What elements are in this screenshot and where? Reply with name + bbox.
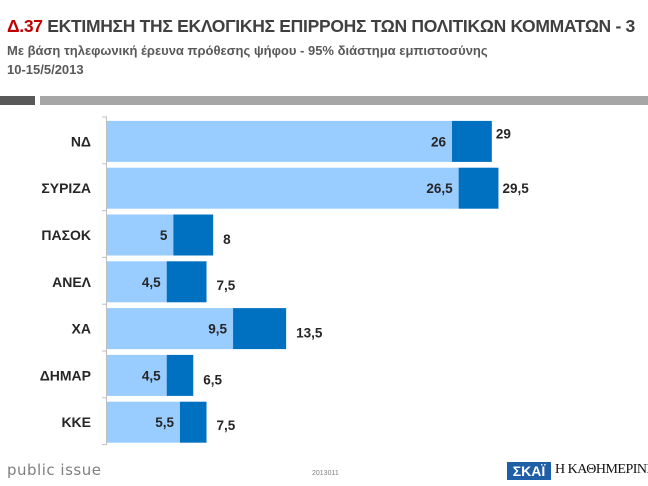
bar-range	[179, 401, 207, 443]
bar-range	[166, 354, 194, 396]
skai-logo: ΣΚΑΪ	[507, 462, 551, 480]
bar-low	[107, 354, 167, 396]
bar-range	[166, 261, 207, 303]
data-label-low: 9,5	[208, 322, 227, 337]
data-label-low: 5,5	[155, 415, 174, 430]
category-label: ΝΔ	[71, 133, 91, 149]
bar-low	[107, 214, 174, 256]
bar-range	[173, 214, 214, 256]
bar-low	[107, 167, 459, 209]
subtitle: Με βάση τηλεφωνική έρευνα πρόθεσης ψήφου…	[7, 43, 488, 58]
data-label-high: 7,5	[217, 278, 236, 293]
bar-range	[452, 120, 492, 162]
report-code: 2013011	[312, 470, 339, 477]
category-label: ΑΝΕΛ	[52, 274, 92, 290]
data-label-high: 7,5	[217, 418, 236, 433]
bar-low	[107, 308, 234, 350]
data-label-high: 13,5	[296, 326, 323, 341]
data-label-high: 6,5	[203, 372, 222, 387]
page-title: Δ.37 ΕΚΤΙΜΗΣΗ ΤΗΣ ΕΚΛΟΓΙΚΗΣ ΕΠΙΡΡΟΗΣ ΤΩΝ…	[7, 16, 635, 37]
title-text: ΕΚΤΙΜΗΣΗ ΤΗΣ ΕΚΛΟΓΙΚΗΣ ΕΠΙΡΡΟΗΣ ΤΩΝ ΠΟΛΙ…	[47, 16, 635, 36]
bar-low	[107, 261, 167, 303]
category-label: ΧΑ	[72, 321, 91, 337]
category-label: ΚΚΕ	[61, 414, 91, 430]
data-label-low: 26,5	[426, 181, 453, 196]
data-label-high: 29	[496, 126, 511, 141]
public-issue-logo: public issue	[7, 461, 102, 479]
data-label-low: 5	[160, 228, 168, 243]
slide-code: Δ.37	[7, 16, 43, 36]
category-label: ΣΥΡΙΖΑ	[41, 180, 91, 196]
data-label-high: 29,5	[502, 181, 529, 196]
kathimerini-logo: Η ΚΑΘΗΜΕΡΙΝΗ	[555, 462, 648, 477]
divider-light	[40, 96, 648, 105]
bar-low	[107, 120, 453, 162]
data-label-low: 26	[431, 134, 447, 149]
bar-low	[107, 401, 180, 443]
category-label: ΠΑΣΟΚ	[41, 227, 91, 243]
bar-range	[458, 167, 499, 209]
category-label: ΔΗΜΑΡ	[40, 367, 91, 383]
data-label-low: 4,5	[142, 275, 161, 290]
bar-range	[233, 308, 287, 350]
survey-date: 10-15/5/2013	[7, 62, 84, 77]
divider-dark	[0, 96, 35, 105]
data-label-low: 4,5	[142, 368, 161, 383]
data-label-high: 8	[223, 232, 231, 247]
